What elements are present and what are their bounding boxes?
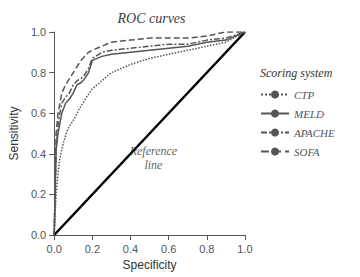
svg-text:SOFA: SOFA (294, 146, 320, 158)
svg-text:0.0: 0.0 (47, 243, 62, 255)
svg-text:0.6: 0.6 (161, 243, 176, 255)
svg-text:Sensitivity: Sensitivity (7, 106, 21, 160)
svg-text:0.4: 0.4 (123, 243, 138, 255)
svg-text:MELD: MELD (293, 108, 324, 120)
svg-text:CTP: CTP (294, 89, 314, 101)
svg-text:ROC curves: ROC curves (116, 11, 186, 26)
svg-text:1.0: 1.0 (31, 26, 46, 38)
svg-text:0.2: 0.2 (85, 243, 100, 255)
svg-text:Reference: Reference (129, 144, 178, 158)
svg-text:line: line (144, 158, 163, 172)
svg-text:0.0: 0.0 (31, 229, 46, 241)
svg-text:1.0: 1.0 (237, 243, 252, 255)
svg-text:APACHE: APACHE (293, 127, 335, 139)
svg-text:0.2: 0.2 (31, 188, 46, 200)
svg-text:0.8: 0.8 (199, 243, 214, 255)
svg-text:0.6: 0.6 (31, 107, 46, 119)
svg-text:0.8: 0.8 (31, 67, 46, 79)
svg-text:Specificity: Specificity (123, 258, 177, 272)
svg-text:0.4: 0.4 (31, 148, 46, 160)
svg-text:Scoring system: Scoring system (260, 66, 333, 80)
